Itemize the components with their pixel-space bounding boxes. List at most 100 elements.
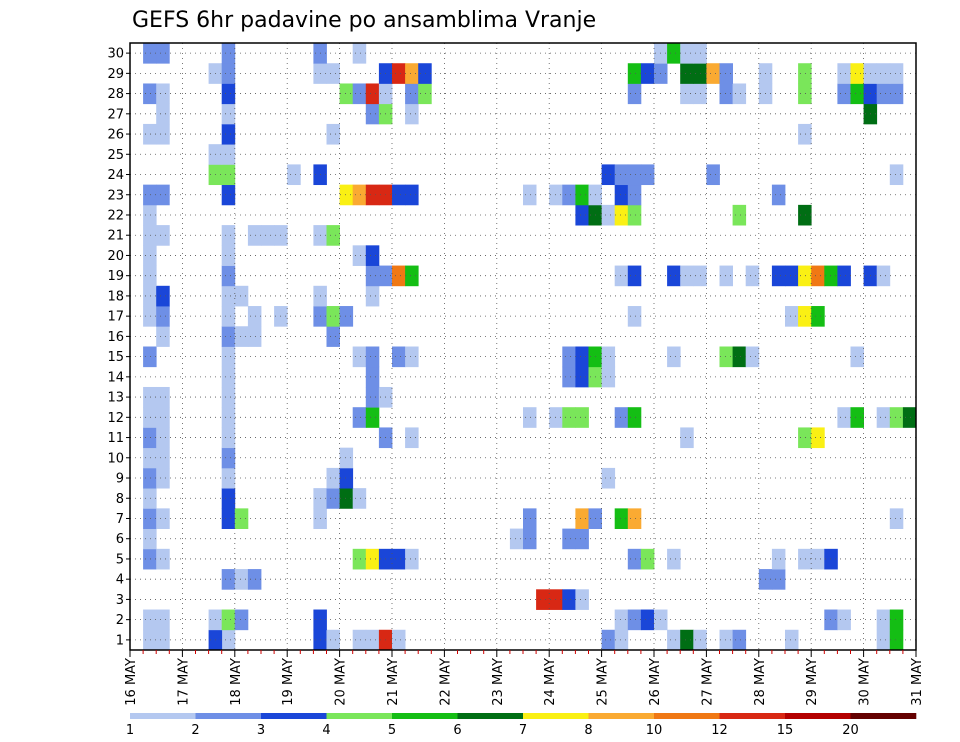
heatmap-cell	[798, 63, 812, 84]
heatmap-cell	[627, 407, 642, 428]
heatmap-cell	[392, 184, 406, 206]
heatmap-cell	[627, 204, 642, 226]
x-tick-label: 31 MAY	[910, 658, 925, 706]
grid-lines	[130, 43, 916, 650]
heatmap-cell	[221, 83, 236, 105]
heatmap-cell	[771, 184, 786, 206]
heatmap-cell	[143, 123, 157, 145]
x-tick-label: 17 MAY	[176, 658, 191, 706]
y-tick-label: 21	[107, 229, 124, 244]
heatmap-cell	[221, 164, 236, 186]
heatmap-cell	[562, 366, 576, 388]
heatmap-cell	[352, 407, 367, 428]
legend-swatch	[654, 713, 720, 719]
heatmap-cell	[143, 427, 157, 449]
x-tick-label: 19 MAY	[281, 658, 296, 706]
heatmap-cell	[287, 164, 301, 186]
heatmap-cell	[365, 184, 380, 206]
x-tick-label: 30 MAY	[858, 658, 873, 706]
heatmap-cell	[798, 83, 812, 105]
heatmap-cell	[640, 164, 655, 186]
heatmap-cell	[562, 346, 576, 368]
heatmap-cell	[143, 609, 157, 631]
legend-label: 15	[777, 723, 794, 738]
legend-label: 20	[842, 723, 859, 738]
y-tick-label: 16	[107, 330, 124, 345]
heatmap-cell	[876, 609, 891, 631]
heatmap-cell	[221, 144, 236, 165]
heatmap-cell	[627, 508, 642, 529]
heatmap-cell	[221, 488, 236, 509]
heatmap-cell	[614, 204, 629, 226]
heatmap-cell	[811, 427, 825, 449]
heatmap-cell	[339, 306, 354, 327]
heatmap-cell	[143, 245, 157, 266]
heatmap-cell	[824, 265, 838, 287]
heatmap-cell	[247, 306, 262, 327]
heatmap-cell	[732, 204, 747, 226]
heatmap-cell	[143, 407, 157, 428]
legend-label: 8	[584, 723, 592, 738]
heatmap-cell	[156, 184, 170, 206]
heatmap-cell	[575, 204, 589, 226]
heatmap-cell	[798, 123, 812, 145]
heatmap-cell	[221, 225, 236, 246]
heatmap-cell	[221, 609, 236, 631]
heatmap-cell	[719, 63, 733, 84]
heatmap-cell	[156, 306, 170, 327]
heatmap-cell	[889, 629, 904, 651]
heatmap-cell	[418, 63, 432, 84]
heatmap-cell	[221, 346, 236, 368]
y-tick-label: 20	[107, 249, 124, 264]
heatmap-cell	[234, 609, 249, 631]
legend-swatch	[719, 713, 786, 719]
heatmap-cell	[221, 285, 236, 307]
heatmap-cell	[221, 366, 236, 388]
heatmap-cell	[902, 407, 917, 428]
heatmap-cell	[418, 83, 432, 105]
legend-swatch	[523, 713, 589, 719]
heatmap-cell	[889, 83, 904, 105]
heatmap-cell	[156, 225, 170, 246]
heatmap-cell	[876, 265, 891, 287]
heatmap-cell	[365, 83, 380, 105]
heatmap-cell	[627, 609, 642, 631]
x-axis-labels: 16 MAY 17 MAY 18 MAY 19 MAY 20 MAY 21 MAY 22 M…	[124, 658, 925, 706]
heatmap-cell	[261, 225, 275, 246]
heatmap-cell	[352, 184, 367, 206]
y-tick-label: 17	[107, 310, 124, 325]
legend-swatch	[785, 713, 851, 719]
heatmap-cell	[771, 569, 786, 590]
heatmap-cell	[719, 83, 733, 105]
heatmap-cell	[326, 63, 340, 84]
heatmap-cell	[221, 306, 236, 327]
x-tick-label: 23 MAY	[491, 658, 506, 706]
y-tick-label: 2	[116, 613, 124, 628]
heatmap-cell	[221, 508, 236, 529]
heatmap-cell	[326, 306, 340, 327]
x-tick-label: 26 MAY	[648, 658, 663, 706]
heatmap-cell	[614, 265, 629, 287]
heatmap-cell	[627, 306, 642, 327]
heatmap-cell	[156, 83, 170, 105]
y-tick-label: 7	[116, 512, 124, 527]
heatmap-cell	[156, 326, 170, 347]
heatmap-cell	[523, 528, 537, 550]
heatmap-cell	[221, 447, 236, 469]
heatmap-cell	[732, 346, 747, 368]
heatmap-cell	[352, 43, 367, 64]
heatmap-cell	[811, 306, 825, 327]
x-tick-label: 28 MAY	[753, 658, 768, 706]
heatmap-cell	[798, 265, 812, 287]
y-tick-label: 5	[116, 552, 124, 567]
heatmap-cell	[326, 123, 340, 145]
heatmap-cell	[405, 427, 419, 449]
heatmap-cell	[811, 548, 825, 570]
y-tick-label: 22	[107, 208, 124, 223]
heatmap-cell	[837, 265, 851, 287]
heatmap-cell	[798, 306, 812, 327]
heatmap-cell	[365, 285, 380, 307]
heatmap-cell	[680, 427, 694, 449]
heatmap-cell	[601, 366, 616, 388]
heatmap-cell	[680, 63, 694, 84]
